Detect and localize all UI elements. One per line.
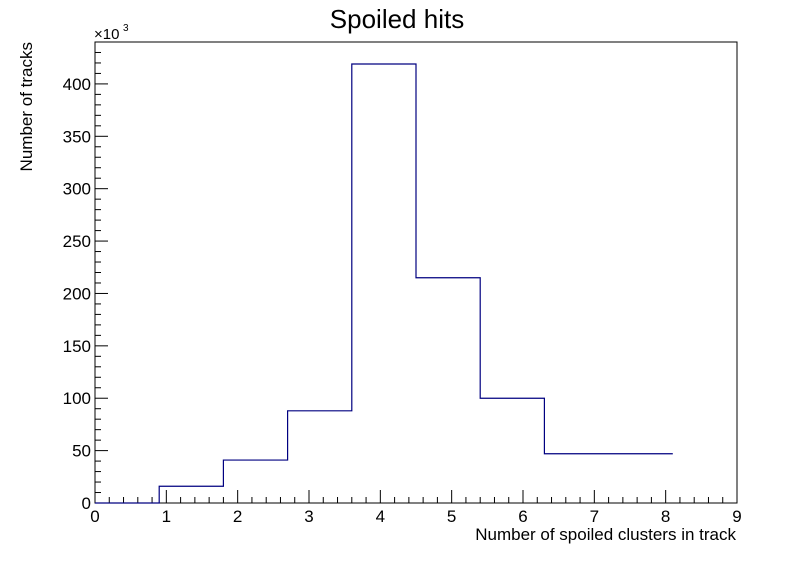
x-tick-label: 1 (162, 507, 171, 526)
x-tick-label: 9 (732, 507, 741, 526)
x-tick-label: 6 (518, 507, 527, 526)
x-tick-label: 0 (90, 507, 99, 526)
x-tick-label: 4 (376, 507, 385, 526)
y-axis-multiplier: ×10 3 (94, 23, 129, 43)
x-tick-label: 7 (590, 507, 599, 526)
y-multiplier-exponent: 3 (123, 23, 129, 34)
chart-title: Spoiled hits (330, 4, 464, 34)
x-tick-label: 5 (447, 507, 456, 526)
x-tick-label: 8 (661, 507, 670, 526)
y-tick-label: 200 (63, 284, 91, 303)
x-axis-tick-labels: 0 1 2 3 4 5 6 7 8 9 (90, 507, 741, 526)
y-tick-label: 300 (63, 180, 91, 199)
y-tick-label: 100 (63, 389, 91, 408)
y-tick-label: 250 (63, 232, 91, 251)
y-axis-label: Number of tracks (17, 42, 36, 171)
y-axis-tick-labels: 0 50 100 150 200 250 300 350 400 (63, 75, 91, 513)
y-tick-label: 0 (82, 494, 91, 513)
y-axis-ticks (95, 41, 108, 504)
y-tick-label: 150 (63, 337, 91, 356)
y-multiplier-base: ×10 (94, 26, 119, 43)
y-tick-label: 350 (63, 127, 91, 146)
y-tick-label: 50 (72, 442, 91, 461)
y-tick-label: 400 (63, 75, 91, 94)
histogram-series (95, 63, 673, 504)
x-tick-label: 3 (304, 507, 313, 526)
x-axis-label: Number of spoiled clusters in track (475, 525, 736, 544)
x-axis-ticks (94, 490, 738, 503)
x-tick-label: 2 (233, 507, 242, 526)
